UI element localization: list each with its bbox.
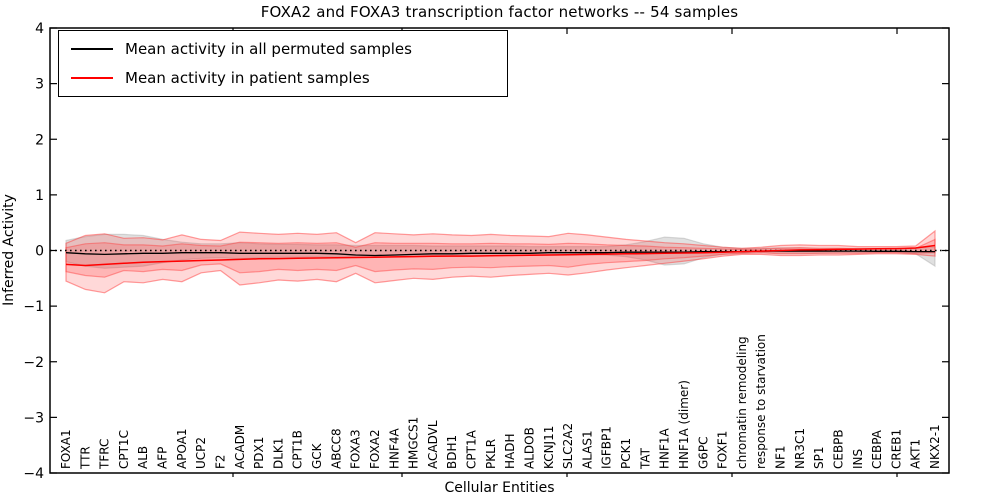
x-tick-label: CPT1C (117, 430, 131, 469)
x-tick-label: response to starvation (754, 334, 768, 469)
x-tick-label: TFRC (98, 439, 112, 470)
y-tick-label: 3 (35, 77, 44, 93)
y-tick-label: −2 (23, 355, 44, 371)
x-tick-label: ALDOB (522, 427, 536, 469)
x-tick-label: PDX1 (252, 437, 266, 469)
patient-line-sample (71, 76, 113, 79)
x-tick-label: APOA1 (175, 428, 189, 469)
legend-label-patient: Mean activity in patient samples (125, 68, 370, 87)
permuted-mean-line (65, 250, 935, 257)
x-tick-label: HMGCS1 (407, 417, 421, 469)
patient-mean-line (65, 244, 936, 267)
x-tick-label: NF1 (774, 445, 788, 469)
y-tick-label: −1 (23, 299, 44, 315)
y-tick-label: 4 (35, 21, 44, 37)
x-tick-label: TAT (638, 447, 652, 470)
legend-box: Mean activity in all permuted samples Me… (58, 30, 508, 97)
x-tick-label: TTR (78, 446, 92, 470)
x-tick-label: NKX2-1 (928, 424, 942, 469)
x-tick-label: SLC2A2 (561, 423, 575, 469)
legend-label-permuted: Mean activity in all permuted samples (125, 40, 412, 59)
legend-entry-patient: Mean activity in patient samples (59, 66, 507, 90)
x-tick-label: PCK1 (619, 438, 633, 469)
y-tick-label: 0 (35, 244, 44, 260)
x-tick-label: ALB (136, 446, 150, 469)
x-axis-label: Cellular Entities (444, 480, 555, 496)
x-tick-label: SP1 (812, 447, 826, 470)
x-tick-label: IGFBP1 (600, 426, 614, 469)
y-tick-label: 2 (35, 132, 44, 148)
x-tick-label: GCK (310, 442, 324, 469)
y-tick-label: −3 (23, 410, 44, 426)
x-tick-label: HNF1A (dimer) (677, 380, 691, 469)
x-tick-label: FOXA3 (349, 429, 363, 469)
permuted-samples-range-band (65, 233, 936, 269)
x-tick-label: UCP2 (194, 437, 208, 469)
x-tick-label: INS (851, 449, 865, 469)
chart-title: FOXA2 and FOXA3 transcription factor net… (260, 3, 739, 21)
x-tick-label: PKLR (484, 439, 498, 469)
x-tick-label: ALAS1 (580, 430, 594, 469)
x-tick-label: G6PC (696, 436, 710, 469)
x-tick-label: FOXF1 (716, 431, 730, 469)
x-tick-label: ABCC8 (329, 428, 343, 469)
y-tick-label: 1 (35, 188, 44, 204)
x-tick-label: BDH1 (445, 435, 459, 469)
patient-samples-range-inner-band (65, 238, 936, 278)
x-tick-label: KCNJ11 (542, 426, 556, 469)
x-tick-label: CPT1B (291, 430, 305, 469)
x-tick-label: AKT1 (909, 439, 923, 469)
x-tick-label: NR3C1 (793, 428, 807, 469)
x-tick-label: FOXA2 (368, 429, 382, 469)
x-tick-label: HNF4A (387, 427, 401, 469)
x-tick-label: CREB1 (889, 429, 903, 469)
patient-samples-range-outer-band (65, 229, 936, 294)
legend-entry-permuted: Mean activity in all permuted samples (59, 37, 507, 61)
x-tick-label: ACADM (233, 425, 247, 469)
y-tick-label: −4 (23, 466, 44, 482)
x-tick-label: CEBPB (831, 429, 845, 469)
x-tick-label: HADH (503, 434, 517, 470)
x-tick-label: FOXA1 (59, 429, 73, 469)
x-tick-label: AFP (156, 447, 170, 469)
x-tick-label: CPT1A (465, 429, 479, 469)
x-tick-label: HNF1A (658, 427, 672, 469)
x-tick-label: CEBPA (870, 429, 884, 469)
x-tick-label: ACADVL (426, 420, 440, 469)
x-tick-label: F2 (213, 454, 227, 469)
x-tick-label: chromatin remodeling (735, 336, 749, 469)
y-axis-label: Inferred Activity (1, 194, 17, 306)
x-tick-label: DLK1 (271, 438, 285, 469)
permuted-line-sample (71, 48, 113, 51)
